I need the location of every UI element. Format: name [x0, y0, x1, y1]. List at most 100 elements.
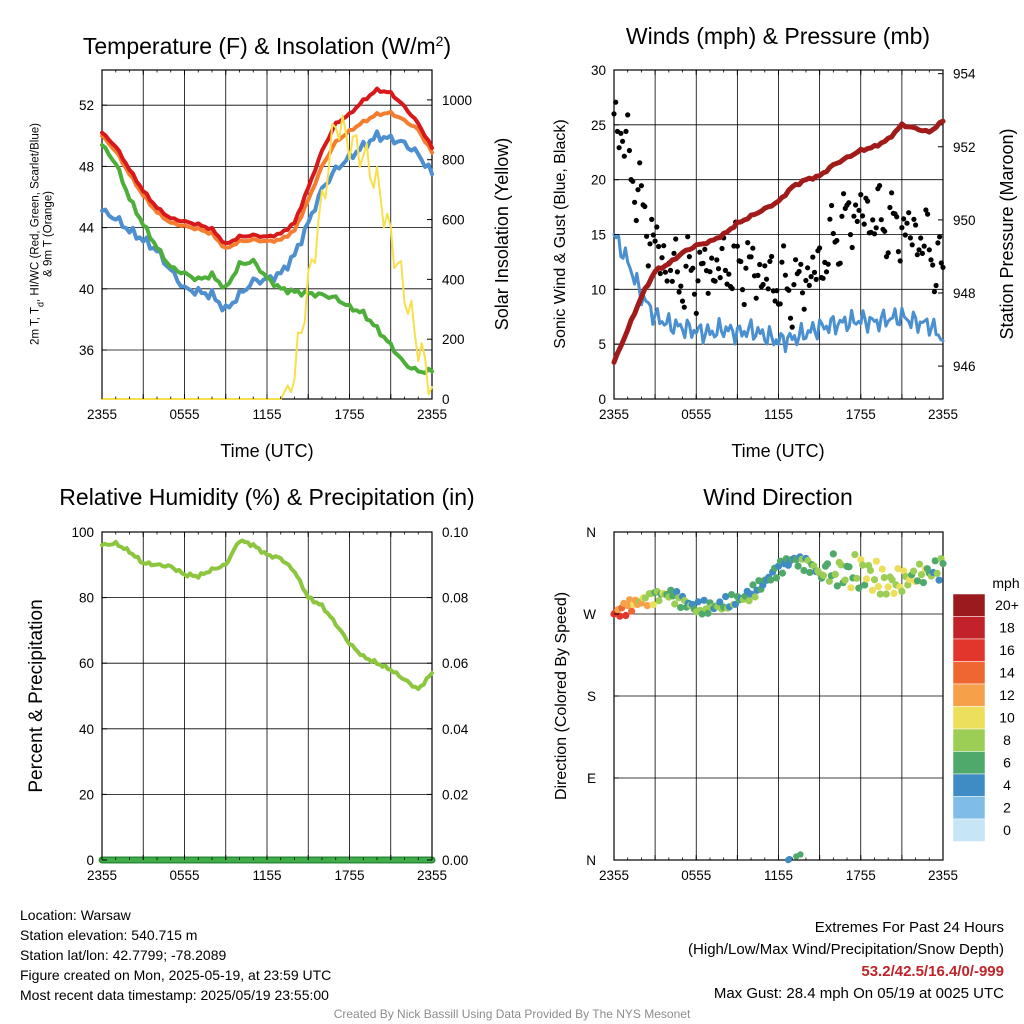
dewpoint-line [100, 143, 434, 376]
direction-point [935, 576, 943, 584]
gust-point [632, 199, 638, 205]
insolation-y-right-tick-label: 0 [442, 392, 450, 407]
temperature-x-tick-label: 2355 [417, 407, 447, 422]
direction-point [919, 579, 928, 587]
gust-point [623, 128, 629, 134]
colorbar-label: 14 [999, 665, 1015, 681]
gust-point [907, 235, 914, 241]
extremes-values: 53.2/42.5/16.4/0/-999 [861, 963, 1004, 980]
insolation-y-right-tick-label: 200 [442, 332, 465, 347]
gust-point [877, 183, 883, 189]
station-info: Location: Warsaw Station elevation: 540.7… [20, 905, 331, 1005]
gust-point [851, 213, 857, 219]
gust-point [858, 192, 864, 198]
extremes-box: Extremes For Past 24 Hours (High/Low/Max… [688, 917, 1004, 1005]
direction-point [673, 588, 681, 596]
insolation-y-right-tick-label: 1000 [442, 93, 472, 108]
gust-point [902, 232, 908, 238]
gust-point [923, 207, 929, 213]
humidity-panel-title: Relative Humidity (%) & Precipitation (i… [59, 484, 474, 510]
gust-point [748, 254, 754, 260]
gust-point [630, 178, 636, 184]
direction-point [853, 574, 861, 582]
gust-point [678, 283, 684, 289]
gust-point [859, 213, 866, 219]
gust-point [935, 240, 941, 246]
direction-x-tick-label: 1755 [846, 868, 876, 883]
gust-point [774, 288, 780, 294]
direction-x-tick-label: 0555 [681, 868, 711, 883]
gust-point [810, 254, 816, 260]
direction-point [772, 574, 781, 582]
pressure-y-right-tick-label: 948 [953, 286, 976, 301]
humidity-x-tick-label: 2355 [417, 868, 447, 883]
gust-point [714, 257, 720, 263]
gust-point [933, 282, 939, 289]
gust-point [849, 244, 855, 251]
direction-point [667, 586, 675, 594]
gust-point [899, 225, 905, 231]
gust-point [729, 285, 735, 292]
direction-point [913, 577, 922, 585]
direction-point [868, 586, 877, 594]
direction-point [649, 601, 657, 609]
gust-point [695, 278, 701, 284]
gust-point [685, 234, 691, 240]
gust-point [757, 261, 763, 268]
colorbar-swatch [952, 751, 986, 775]
gust-point [839, 213, 845, 219]
colorbar-label: 6 [1003, 755, 1011, 771]
humidity-x-tick-label: 1755 [334, 868, 364, 883]
direction-series [610, 550, 947, 864]
gust-point [906, 210, 912, 216]
gust-point [853, 202, 859, 208]
temperature-panel: Temperature (F) & Insolation (W/m2) 2355… [29, 33, 512, 461]
direction-point [823, 560, 832, 568]
colorbar-label: 0 [1003, 822, 1011, 838]
gust-point [638, 183, 645, 189]
colorbar-swatch [952, 728, 986, 752]
direction-x-tick-label: 1155 [764, 868, 793, 883]
pressure-y-right-tick-label: 952 [953, 140, 976, 155]
insolation-y-right-tick-label: 800 [442, 153, 465, 168]
gust-point [656, 243, 662, 250]
gust-point [654, 224, 660, 230]
gust-point [937, 234, 943, 240]
winds-x-tick-label: 0555 [681, 407, 711, 422]
gust-point [928, 257, 934, 263]
winds-y-axis-label: Sonic Wind & Gust (Blue, Black) [552, 119, 569, 348]
gust-point [914, 252, 920, 258]
direction-point [900, 567, 908, 575]
max-gust-text: Max Gust: 28.4 mph On 05/19 at 0025 UTC [713, 985, 1004, 1002]
gust-point [916, 247, 922, 253]
nine-meter-temperature-line [100, 109, 434, 250]
winds-x-tick-label: 1755 [846, 407, 876, 422]
gust-point [722, 267, 729, 273]
direction-point [917, 571, 926, 579]
direction-point [845, 563, 853, 571]
direction-panel: Wind Direction 2355 0555 1155 1755 2355NESWN… [553, 484, 1020, 883]
gust-point [940, 264, 946, 270]
gust-point [820, 275, 826, 281]
gust-point [817, 245, 823, 251]
gust-point [645, 263, 651, 269]
gust-point [782, 272, 789, 278]
winds-series [611, 99, 946, 365]
gust-point [642, 203, 648, 210]
gust-point [621, 153, 627, 159]
gust-point [878, 217, 884, 223]
humidity-y-tick-label: 20 [79, 787, 94, 802]
gust-point [779, 259, 785, 265]
gust-point [671, 250, 677, 256]
gust-point [846, 200, 852, 206]
gust-point [931, 289, 938, 295]
temperature-x-tick-label: 1755 [334, 407, 364, 422]
gust-point [611, 111, 617, 117]
gust-point [938, 260, 944, 266]
temperature-grid [102, 70, 432, 399]
direction-point [888, 576, 896, 584]
direction-point [825, 577, 834, 585]
humidity-axes: 2355 0555 1155 1755 23550204060801000.000.02… [71, 525, 468, 883]
gust-point [885, 250, 891, 256]
gust-point [913, 222, 919, 228]
